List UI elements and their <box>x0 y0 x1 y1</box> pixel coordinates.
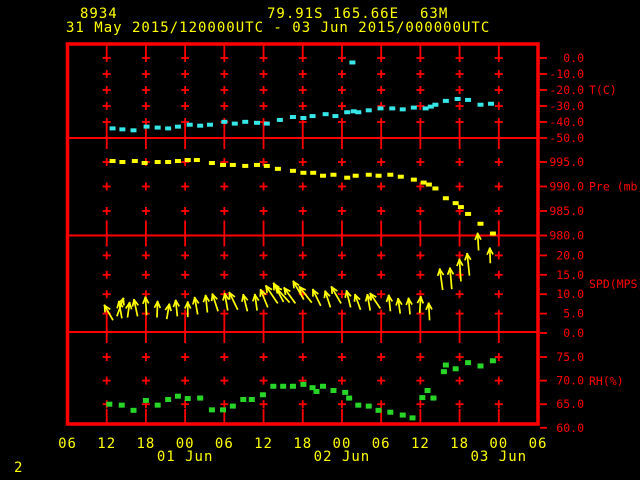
y-tick-label: 995.0 <box>549 155 584 169</box>
panel-unit-label: SPD(MPS) <box>589 277 640 291</box>
hour-tick-label: 00 <box>489 436 508 452</box>
time-period-title: 31 May 2015/120000UTC - 03 Jun 2015/0000… <box>66 20 491 36</box>
y-tick-label: 65.0 <box>556 397 584 411</box>
elevation-label: 63M <box>420 6 449 22</box>
pressure-series <box>109 158 496 236</box>
hour-tick-label: 18 <box>450 436 469 452</box>
y-tick-label: 20.0 <box>556 248 584 262</box>
grid-marks <box>102 45 503 423</box>
temperature-outlier <box>349 60 356 65</box>
hour-tick-label: 00 <box>176 436 195 452</box>
date-tick-label: 01 Jun <box>157 449 214 465</box>
hour-tick-label: 06 <box>58 436 77 452</box>
y-tick-label: 990.0 <box>549 180 584 194</box>
date-tick-label: 03 Jun <box>471 449 528 465</box>
y-tick-label: 75.0 <box>556 350 584 364</box>
panel-unit-label: T(C) <box>589 83 617 97</box>
right-axis: 0.0 -10.0 -20.0 -30.0 -40.0 -50.0 T(C) 995.0 990… <box>540 51 640 435</box>
longitude-label: 165.66E <box>333 6 400 22</box>
y-tick-label: 10.0 <box>556 287 584 301</box>
y-tick-label: 70.0 <box>556 374 584 388</box>
panel-unit-label: Pre (mb) <box>589 180 640 194</box>
y-tick-label: 15.0 <box>556 268 584 282</box>
page-number: 2 <box>14 460 24 476</box>
hour-tick-label: 06 <box>215 436 234 452</box>
wind-arrow-series <box>103 232 494 321</box>
y-tick-label: -40.0 <box>549 115 584 129</box>
temperature-series <box>109 96 494 133</box>
y-tick-label: 0.0 <box>563 326 584 340</box>
hour-tick-label: 18 <box>136 436 155 452</box>
y-tick-label: -20.0 <box>549 83 584 97</box>
hour-tick-label: 06 <box>372 436 391 452</box>
humidity-series <box>106 358 496 421</box>
hour-tick-label: 12 <box>411 436 430 452</box>
panel-unit-label: RH(%) <box>589 374 624 388</box>
hour-tick-label: 18 <box>293 436 312 452</box>
y-tick-label: 60.0 <box>556 421 584 435</box>
y-tick-label: -50.0 <box>549 131 584 145</box>
latitude-label: 79.91S <box>267 6 324 22</box>
y-tick-label: -30.0 <box>549 99 584 113</box>
y-tick-label: 985.0 <box>549 204 584 218</box>
hour-tick-label: 06 <box>529 436 548 452</box>
station-id: 8934 <box>80 6 118 22</box>
y-tick-label: 0.0 <box>563 51 584 65</box>
date-tick-label: 02 Jun <box>314 449 371 465</box>
hour-tick-label: 00 <box>333 436 352 452</box>
y-tick-label: 5.0 <box>563 307 584 321</box>
plot-frame <box>65 42 540 426</box>
y-tick-label: 980.0 <box>549 229 584 243</box>
hour-tick-label: 12 <box>97 436 116 452</box>
hour-tick-label: 12 <box>254 436 273 452</box>
y-tick-label: -10.0 <box>549 67 584 81</box>
